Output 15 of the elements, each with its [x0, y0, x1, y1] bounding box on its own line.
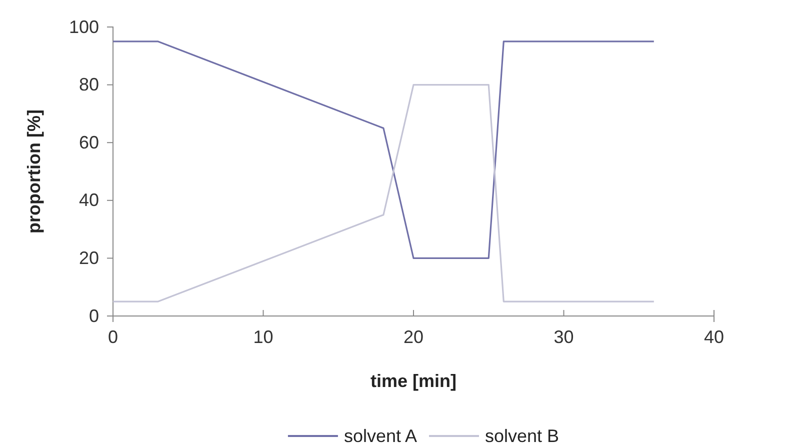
x-tick-label: 40 [704, 326, 724, 347]
y-tick-label: 20 [78, 248, 99, 268]
x-tick-label: 30 [554, 326, 574, 347]
x-tick-label: 10 [253, 326, 274, 347]
y-tick-label: 100 [68, 16, 99, 37]
x-tick-label: 20 [403, 326, 424, 347]
y-tick-label: 0 [88, 306, 99, 326]
y-tick-label: 40 [78, 190, 99, 210]
y-axis-title: proportion [%] [24, 110, 44, 234]
legend-label: solvent A [344, 426, 417, 446]
x-tick-label: 0 [108, 326, 118, 347]
x-axis-title: time [min] [370, 371, 457, 391]
y-tick-label: 60 [78, 132, 99, 152]
y-tick-label: 80 [78, 74, 99, 95]
legend-label: solvent B [485, 426, 560, 446]
